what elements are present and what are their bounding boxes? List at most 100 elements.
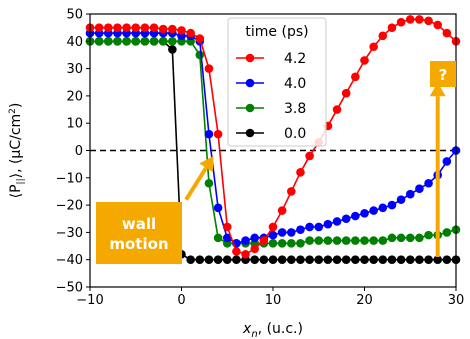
data-point — [104, 23, 113, 32]
data-point — [277, 239, 287, 248]
data-point — [168, 24, 177, 34]
data-point — [186, 28, 195, 38]
data-point — [287, 239, 296, 248]
data-point — [378, 255, 388, 264]
data-point — [213, 233, 223, 243]
data-point — [360, 255, 369, 264]
data-point — [204, 64, 214, 73]
data-point — [305, 222, 314, 232]
data-point — [387, 200, 397, 210]
data-point — [442, 228, 452, 237]
x-axis-label-main: x — [242, 321, 252, 337]
y-tick-label: 10 — [66, 117, 83, 132]
x-tick-label: 0 — [177, 293, 185, 308]
annotation-arrows — [184, 82, 446, 257]
data-point — [396, 17, 406, 27]
data-point — [287, 228, 296, 237]
legend-label: 4.0 — [284, 76, 306, 92]
data-point — [332, 105, 342, 114]
data-point — [415, 233, 424, 243]
data-point — [131, 37, 141, 46]
x-tick-label: −10 — [76, 293, 103, 308]
legend-marker — [245, 128, 255, 138]
data-point — [351, 236, 360, 245]
data-point — [287, 255, 296, 264]
data-point — [287, 187, 296, 196]
annotation-boxes: wall motion? — [96, 61, 456, 264]
data-point — [387, 255, 397, 264]
data-point — [442, 157, 452, 166]
data-point — [104, 37, 113, 46]
data-point — [204, 129, 214, 139]
y-axis-label-sup: 2 — [8, 108, 18, 114]
data-point — [149, 37, 159, 46]
legend-entry: 0.0 — [236, 126, 306, 142]
data-point — [314, 236, 324, 245]
data-point — [424, 230, 433, 240]
legend-marker — [245, 78, 255, 88]
y-axis-label: ⟨P||⟩, (µC/cm2) — [8, 103, 26, 199]
tick-layer: −10 0 10 20 30 −50 −40 −30 −20 −10 0 10 20 30 40 50 — [56, 8, 465, 309]
data-point — [415, 15, 424, 24]
data-point — [204, 255, 214, 264]
data-point — [277, 206, 287, 215]
data-point — [168, 45, 177, 54]
data-point — [250, 255, 259, 264]
data-point — [296, 255, 305, 264]
data-point — [113, 23, 122, 32]
data-point — [222, 222, 232, 232]
y-tick-label: 0 — [75, 144, 83, 159]
data-point — [360, 56, 369, 65]
data-point — [341, 255, 351, 264]
data-point — [314, 222, 324, 232]
data-point — [213, 255, 223, 264]
data-point — [314, 255, 324, 264]
x-axis-label-rest: , (u.c.) — [258, 321, 303, 337]
x-axis-label-sub: n — [251, 329, 257, 339]
data-point — [222, 233, 232, 243]
data-point — [268, 239, 278, 248]
legend-entry: 4.0 — [236, 76, 306, 92]
data-point — [140, 23, 150, 32]
data-point — [424, 255, 433, 264]
y-tick-label: 50 — [66, 8, 83, 23]
data-point — [442, 255, 452, 264]
data-point — [405, 15, 415, 24]
wall-motion-annotation: wall motion — [96, 202, 182, 264]
wall-motion-arrow — [184, 155, 214, 201]
data-point — [259, 236, 269, 245]
data-point — [405, 255, 415, 264]
legend-title: time (ps) — [245, 24, 308, 40]
data-point — [213, 129, 223, 139]
question-annotation: ? — [430, 61, 456, 87]
data-point — [305, 236, 314, 245]
data-point — [186, 255, 195, 264]
data-point — [351, 211, 360, 221]
data-point — [213, 203, 223, 213]
data-point — [332, 217, 342, 226]
y-tick-label: −10 — [56, 171, 83, 186]
data-point — [332, 236, 342, 245]
legend-label: 4.2 — [284, 51, 306, 67]
x-tick-label: 20 — [356, 293, 373, 308]
legend-label: 3.8 — [284, 101, 306, 117]
data-point — [122, 23, 131, 32]
data-point — [369, 255, 378, 264]
y-axis-label-sub: || — [16, 178, 26, 184]
x-tick-label: 30 — [448, 293, 465, 308]
data-point — [259, 255, 269, 264]
data-point — [195, 34, 205, 43]
data-point — [360, 208, 369, 218]
legend-entry: 3.8 — [236, 101, 306, 117]
data-point — [387, 23, 397, 32]
data-point — [195, 255, 205, 264]
annotation-text: ? — [439, 66, 448, 84]
y-tick-label: 30 — [66, 62, 83, 77]
data-point — [232, 247, 241, 256]
data-point — [378, 236, 388, 245]
data-point — [241, 249, 250, 259]
y-tick-label: −30 — [56, 226, 83, 241]
question-arrow — [429, 82, 446, 257]
y-tick-label: 40 — [66, 35, 83, 50]
data-point — [442, 28, 452, 38]
